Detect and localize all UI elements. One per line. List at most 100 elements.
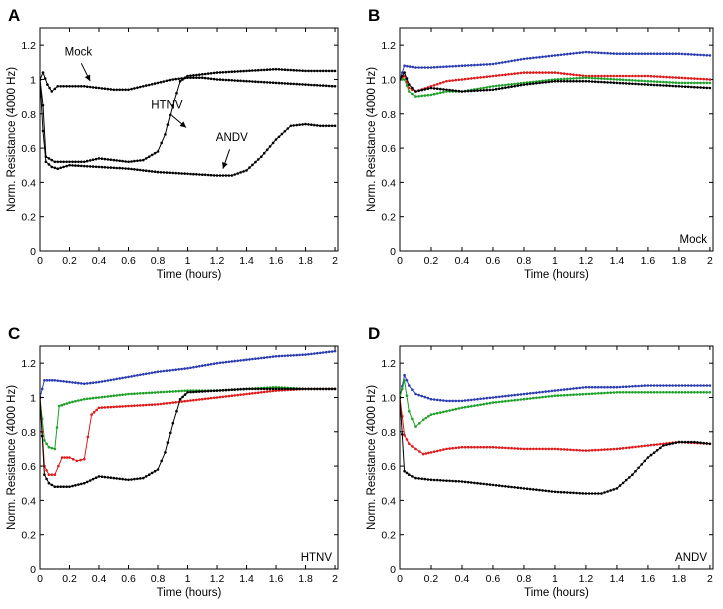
x-tick-label: 1.4: [610, 255, 625, 267]
data-point: [277, 387, 281, 391]
data-point: [494, 395, 498, 399]
series-line-green: [40, 386, 335, 450]
data-point: [159, 402, 163, 406]
data-point: [429, 451, 433, 454]
data-point: [479, 89, 482, 92]
data-point: [319, 124, 322, 128]
data-point: [257, 387, 260, 391]
data-point: [427, 451, 430, 455]
data-point: [147, 403, 151, 407]
data-point: [171, 78, 175, 81]
data-point: [677, 384, 681, 387]
data-point: [590, 449, 594, 452]
data-point: [112, 166, 116, 170]
data-point: [195, 173, 198, 176]
data-point: [91, 396, 95, 400]
data-point: [476, 445, 479, 449]
data-point: [504, 73, 507, 76]
data-point: [88, 165, 92, 168]
data-point: [301, 387, 304, 391]
data-point: [286, 82, 290, 85]
data-point: [457, 446, 461, 449]
data-point: [65, 164, 68, 168]
data-point: [74, 484, 77, 487]
data-point: [209, 72, 213, 75]
data-point: [68, 456, 71, 459]
data-point: [313, 69, 316, 73]
data-point: [606, 448, 609, 451]
data-point: [239, 171, 242, 174]
data-point: [686, 391, 690, 394]
data-point: [239, 393, 242, 397]
data-point: [479, 445, 482, 449]
data-point: [274, 138, 278, 141]
data-point: [245, 392, 248, 396]
data-point: [445, 65, 448, 68]
data-point: [628, 446, 631, 449]
data-point: [566, 387, 569, 391]
data-point: [547, 489, 551, 493]
data-point: [421, 452, 425, 456]
data-point: [106, 166, 110, 169]
data-point: [674, 384, 678, 387]
data-point: [624, 78, 628, 82]
data-point: [327, 350, 331, 354]
data-point: [230, 394, 234, 398]
data-point: [109, 88, 113, 91]
data-point: [277, 68, 281, 71]
data-point: [442, 65, 445, 69]
data-point: [80, 482, 83, 486]
data-point: [230, 79, 234, 82]
data-point: [559, 394, 563, 397]
data-point: [460, 78, 464, 81]
data-point: [195, 398, 198, 402]
y-tick-label: 1.2: [21, 40, 36, 52]
data-point: [195, 365, 198, 369]
data-point: [590, 492, 594, 495]
y-tick-label: 1: [30, 74, 36, 86]
data-point: [513, 393, 516, 397]
data-point: [106, 379, 110, 382]
data-point: [401, 71, 404, 74]
data-point: [80, 85, 83, 88]
data-point: [674, 84, 678, 88]
data-point: [327, 387, 331, 391]
data-point: [562, 79, 566, 83]
data-point: [94, 157, 98, 161]
data-point: [86, 435, 90, 439]
data-point: [201, 173, 204, 176]
data-point: [432, 478, 436, 482]
data-point: [501, 400, 504, 403]
data-point: [572, 393, 575, 397]
data-point: [522, 447, 526, 451]
data-point: [420, 394, 424, 398]
data-point: [631, 445, 634, 449]
annotation-arrowhead: [222, 162, 228, 169]
data-point: [525, 447, 529, 451]
data-point: [497, 84, 501, 87]
data-point: [292, 124, 296, 127]
data-point: [144, 391, 148, 395]
data-point: [115, 477, 118, 480]
data-point: [553, 54, 557, 57]
data-point: [640, 384, 643, 388]
data-point: [566, 52, 569, 56]
data-point: [590, 80, 594, 83]
data-point: [224, 360, 228, 364]
data-point: [198, 73, 201, 76]
data-point: [470, 63, 473, 67]
data-point: [127, 375, 130, 379]
data-point: [532, 56, 535, 60]
data-point: [177, 368, 180, 371]
data-point: [90, 413, 93, 416]
data-point: [671, 391, 674, 394]
data-point: [460, 399, 464, 403]
data-point: [408, 90, 411, 93]
data-point: [189, 172, 192, 176]
data-point: [609, 81, 612, 84]
data-point: [476, 89, 479, 92]
data-point: [665, 84, 668, 87]
data-point: [162, 171, 166, 174]
data-point: [245, 358, 248, 362]
data-point: [271, 387, 275, 391]
